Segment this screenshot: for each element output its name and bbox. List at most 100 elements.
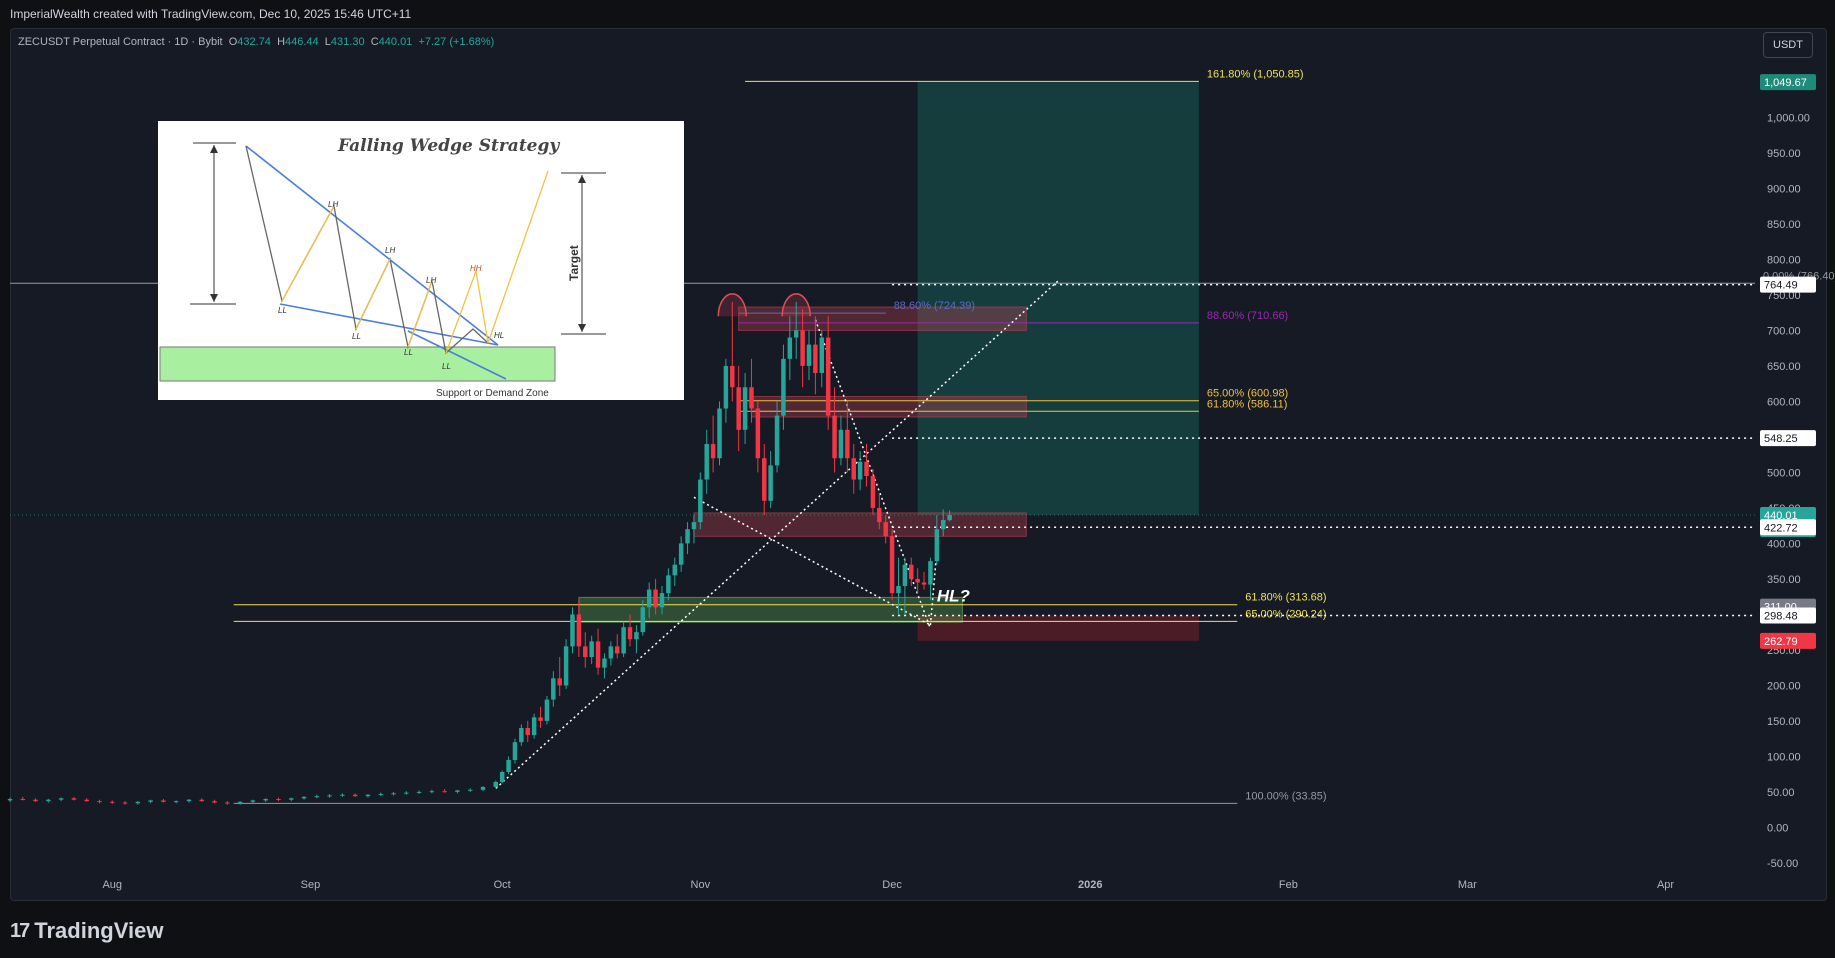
candle-body bbox=[730, 365, 735, 388]
y-tick-label: 0.00 bbox=[1767, 822, 1788, 834]
candle-body bbox=[525, 728, 530, 736]
candle-body bbox=[877, 507, 882, 523]
candle-body bbox=[762, 458, 767, 501]
swing-label-ll-2: LL bbox=[352, 332, 361, 341]
candle-body bbox=[947, 515, 952, 521]
height-arrow-head-up bbox=[210, 145, 218, 153]
candle-body bbox=[678, 543, 684, 565]
symbol-name: ZECUSDT Perpetual Contract · 1D · Bybit bbox=[18, 36, 223, 48]
candle-body bbox=[442, 791, 447, 793]
y-tick-label: 850.00 bbox=[1767, 219, 1801, 231]
y-tick-label: 1,000.00 bbox=[1767, 112, 1810, 124]
candle-body bbox=[7, 799, 13, 801]
candle-body bbox=[467, 789, 473, 791]
candle-body bbox=[97, 801, 102, 803]
candle-body bbox=[934, 529, 940, 562]
candle-body bbox=[84, 799, 89, 802]
price-axis-label: 548.25 bbox=[1764, 433, 1798, 445]
low-value: 431.30 bbox=[330, 36, 365, 48]
candle-body bbox=[717, 408, 722, 459]
x-tick-label: Sep bbox=[301, 879, 321, 891]
wedge-upper-line bbox=[245, 145, 499, 346]
candle-body bbox=[793, 330, 799, 338]
candle-body bbox=[212, 801, 217, 803]
x-tick-label: Oct bbox=[494, 879, 511, 891]
candle-body bbox=[512, 742, 518, 760]
candle-body bbox=[161, 800, 166, 802]
price-axis-label: 262.79 bbox=[1764, 636, 1798, 648]
candle-body bbox=[365, 794, 371, 797]
candle-body bbox=[519, 728, 524, 743]
target-zone-0 bbox=[917, 82, 1199, 516]
candle-body bbox=[225, 802, 230, 804]
currency-button[interactable]: USDT bbox=[1763, 32, 1813, 58]
height-arrow-head-down bbox=[210, 294, 218, 302]
candle-body bbox=[621, 627, 626, 654]
swing-up-1 bbox=[281, 205, 335, 302]
x-tick-label: Feb bbox=[1279, 879, 1298, 891]
y-tick-label: 500.00 bbox=[1767, 467, 1801, 479]
candle-body bbox=[314, 796, 320, 798]
candle-body bbox=[864, 461, 869, 476]
candle-body bbox=[276, 799, 281, 801]
candle-body bbox=[602, 658, 607, 668]
swing-up-3 bbox=[407, 280, 433, 348]
candle-body bbox=[416, 791, 422, 793]
y-tick-label: 800.00 bbox=[1767, 254, 1801, 266]
wedge-lower-line bbox=[279, 303, 499, 346]
candle-body bbox=[531, 717, 537, 736]
swing-label-lh-1: LH bbox=[328, 200, 338, 209]
candle-body bbox=[122, 802, 128, 804]
wedge-support-extension bbox=[407, 330, 507, 380]
candle-body bbox=[819, 337, 825, 374]
y-tick-label: 400.00 bbox=[1767, 538, 1801, 550]
candle-body bbox=[455, 790, 460, 792]
fib-level-label: 88.60% (724.39) bbox=[894, 300, 975, 312]
candle-body bbox=[634, 632, 639, 640]
candle-body bbox=[889, 536, 895, 594]
candle-body bbox=[58, 798, 64, 800]
candle-body bbox=[557, 678, 562, 686]
price-axis-badge bbox=[1760, 430, 1816, 447]
fib-level-label: 161.80% (1,050.85) bbox=[1207, 68, 1304, 80]
fib-level-label: 88.60% (710.66) bbox=[1207, 310, 1288, 322]
y-tick-label: 900.00 bbox=[1767, 183, 1801, 195]
candle-body bbox=[110, 801, 115, 803]
candle-body bbox=[186, 799, 192, 802]
candle-body bbox=[589, 641, 594, 658]
candle-body bbox=[20, 799, 26, 801]
swing-label-lh-2: LH bbox=[385, 246, 395, 255]
candle-body bbox=[870, 475, 876, 508]
y-tick-label: 50.00 bbox=[1767, 787, 1795, 799]
x-tick-label: Nov bbox=[691, 879, 711, 891]
candle-body bbox=[378, 794, 383, 796]
x-tick-label: Dec bbox=[882, 879, 902, 891]
candle-body bbox=[391, 793, 396, 795]
supply-zone-3 bbox=[750, 395, 1027, 418]
candle-body bbox=[493, 781, 499, 787]
x-tick-label: Apr bbox=[1657, 879, 1674, 891]
candle-body bbox=[506, 759, 511, 773]
candle-body bbox=[544, 699, 550, 721]
fib-level-label: 65.00% (600.98) bbox=[1207, 388, 1288, 400]
swing-label-ll-1: LL bbox=[278, 306, 287, 315]
candle-body bbox=[289, 798, 294, 800]
price-axis-label: 298.48 bbox=[1764, 610, 1798, 622]
change-value: +7.27 (+1.68%) bbox=[418, 36, 495, 48]
attribution-bar: ImperialWealth created with TradingView.… bbox=[0, 0, 1835, 28]
candle-body bbox=[71, 798, 77, 800]
candle-body bbox=[576, 614, 582, 647]
stop-zone-1 bbox=[917, 615, 1199, 641]
candle-body bbox=[327, 795, 332, 797]
target-arrow-head-up bbox=[578, 175, 586, 183]
candle-body bbox=[883, 522, 888, 537]
swing-label-hl: HL bbox=[494, 331, 504, 340]
fib-level-label: 100.00% (33.85) bbox=[1245, 790, 1326, 802]
close-label: C bbox=[370, 36, 379, 48]
price-axis-label: 1,049.67 bbox=[1764, 77, 1807, 89]
candle-body bbox=[352, 794, 358, 797]
candle-body bbox=[685, 529, 690, 544]
candle-body bbox=[46, 799, 51, 802]
candle-body bbox=[480, 786, 486, 790]
